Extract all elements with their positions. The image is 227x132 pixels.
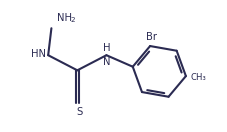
Text: CH₃: CH₃ xyxy=(190,73,205,82)
Text: HN: HN xyxy=(31,49,46,59)
Text: N: N xyxy=(102,57,110,67)
Text: Br: Br xyxy=(145,32,156,42)
Text: 2: 2 xyxy=(70,17,74,23)
Text: S: S xyxy=(76,107,82,117)
Text: H: H xyxy=(102,43,110,53)
Text: NH: NH xyxy=(57,13,72,23)
